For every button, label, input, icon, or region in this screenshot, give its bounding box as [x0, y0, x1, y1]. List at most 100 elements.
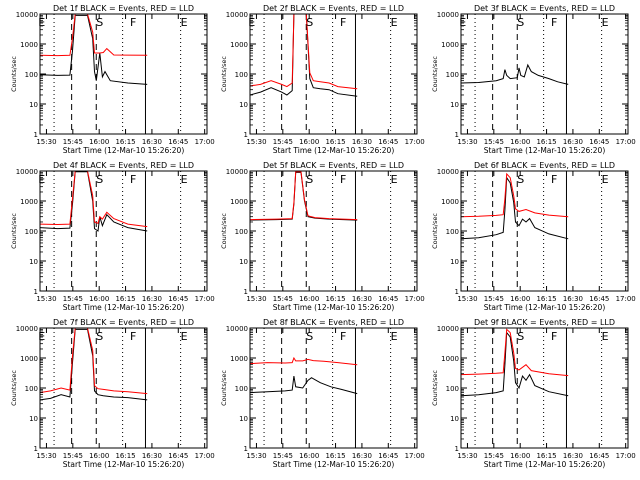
x-tick-label: 16:00 — [89, 138, 109, 146]
x-tick-label: 16:30 — [352, 138, 372, 146]
y-tick-label: 10000 — [16, 11, 38, 19]
x-tick-label: 15:30 — [36, 295, 56, 303]
x-tick-label: 17:00 — [616, 138, 636, 146]
y-tick-label: 10 — [450, 415, 459, 423]
y-axis-label: Counts/sec — [431, 213, 439, 249]
plot-frame — [460, 170, 629, 292]
x-tick-label: 16:15 — [325, 452, 345, 460]
lld-series-line — [40, 328, 148, 395]
y-tick-label: 10000 — [437, 11, 459, 19]
y-tick-label: 1000 — [441, 41, 459, 49]
x-tick-label: 15:45 — [273, 295, 293, 303]
panel-title: Det 8f BLACK = Events, RED = LLD — [263, 318, 404, 327]
lld-series-line — [250, 356, 358, 366]
panel-det-7: 1 10 100 1000 10000 15:30 15:45 16:00 16:15 16:30… — [10, 318, 215, 469]
events-series-line — [461, 63, 569, 85]
y-tick-label: 100 — [446, 228, 459, 236]
panel-title: Det 1f BLACK = Events, RED = LLD — [53, 4, 194, 13]
y-tick-label: 100 — [25, 71, 38, 79]
plot-frame — [39, 327, 208, 449]
interval-letter: F — [340, 173, 346, 186]
x-tick-label: 16:15 — [536, 138, 556, 146]
lld-series-line — [461, 328, 569, 377]
x-tick-label: 15:30 — [457, 138, 477, 146]
panel-title: Det 2f BLACK = Events, RED = LLD — [263, 4, 404, 13]
y-tick-label: 10000 — [16, 325, 38, 333]
x-tick-label: 15:30 — [246, 452, 266, 460]
x-tick-label: 16:45 — [168, 138, 188, 146]
y-tick-label: 10 — [29, 101, 38, 109]
interval-letter: F — [340, 330, 346, 343]
panel-title: Det 5f BLACK = Events, RED = LLD — [263, 161, 404, 170]
y-tick-label: 10 — [450, 258, 459, 266]
plot-frame — [39, 170, 208, 292]
plot-frame — [460, 13, 629, 135]
x-tick-label: 16:00 — [299, 295, 319, 303]
interval-letter: S — [517, 330, 524, 343]
interval-letter: E — [391, 330, 398, 343]
x-axis-label: Start Time (12-Mar-10 15:26:20) — [484, 460, 606, 469]
x-tick-label: 16:00 — [510, 295, 530, 303]
x-tick-label: 16:45 — [168, 295, 188, 303]
interval-letter: F — [551, 330, 557, 343]
panel-det-1: 1 10 100 1000 10000 15:30 15:45 16:00 16:15 16:30… — [10, 4, 215, 155]
x-tick-label: 15:45 — [484, 138, 504, 146]
panel-title: Det 7f BLACK = Events, RED = LLD — [53, 318, 194, 327]
y-tick-label: 1000 — [230, 355, 248, 363]
y-tick-label: 100 — [446, 385, 459, 393]
x-tick-label: 16:00 — [299, 452, 319, 460]
x-tick-label: 16:15 — [325, 295, 345, 303]
y-axis-label: Counts/sec — [10, 370, 18, 406]
x-tick-label: 15:30 — [246, 138, 266, 146]
x-tick-label: 16:15 — [536, 452, 556, 460]
x-tick-label: 15:45 — [484, 452, 504, 460]
y-tick-label: 10000 — [226, 11, 248, 19]
interval-letter: E — [38, 16, 45, 29]
y-tick-label: 10 — [450, 101, 459, 109]
y-tick-label: 100 — [235, 71, 248, 79]
y-tick-label: 1 — [34, 288, 38, 296]
x-tick-label: 16:45 — [168, 452, 188, 460]
y-tick-label: 1 — [455, 131, 459, 139]
y-tick-label: 10000 — [437, 168, 459, 176]
y-tick-label: 1000 — [230, 198, 248, 206]
plot-frame — [249, 170, 418, 292]
events-series-line — [40, 14, 148, 85]
panel-det-9: 1 10 100 1000 10000 15:30 15:45 16:00 16:15 16:30… — [431, 318, 636, 469]
y-tick-label: 100 — [25, 228, 38, 236]
x-tick-label: 16:00 — [510, 452, 530, 460]
panel-title: Det 4f BLACK = Events, RED = LLD — [53, 161, 194, 170]
plot-frame — [460, 327, 629, 449]
x-tick-label: 15:45 — [63, 452, 83, 460]
y-axis-label: Counts/sec — [220, 213, 228, 249]
lld-series-line — [250, 171, 358, 221]
x-tick-label: 16:45 — [589, 452, 609, 460]
x-tick-label: 17:00 — [405, 295, 425, 303]
panel-title: Det 9f BLACK = Events, RED = LLD — [474, 318, 615, 327]
y-tick-label: 10 — [239, 258, 248, 266]
x-tick-label: 16:30 — [563, 452, 583, 460]
y-axis-label: Counts/sec — [10, 56, 18, 92]
x-tick-label: 17:00 — [616, 452, 636, 460]
x-tick-label: 17:00 — [616, 295, 636, 303]
x-tick-label: 16:45 — [589, 295, 609, 303]
events-series-line — [250, 376, 358, 395]
x-tick-label: 16:00 — [89, 452, 109, 460]
y-tick-label: 10 — [29, 258, 38, 266]
lld-series-line — [40, 171, 148, 228]
y-axis-label: Counts/sec — [10, 213, 18, 249]
y-tick-label: 1000 — [20, 198, 38, 206]
interval-letter: F — [340, 16, 346, 29]
interval-letter: E — [181, 330, 188, 343]
x-tick-label: 15:30 — [246, 295, 266, 303]
x-tick-label: 16:30 — [352, 295, 372, 303]
panel-det-8: 1 10 100 1000 10000 15:30 15:45 16:00 16:15 16:30… — [220, 318, 425, 469]
x-axis-label: Start Time (12-Mar-10 15:26:20) — [273, 146, 395, 155]
x-tick-label: 17:00 — [405, 452, 425, 460]
x-tick-label: 15:30 — [457, 452, 477, 460]
x-tick-label: 15:45 — [63, 295, 83, 303]
interval-letter: E — [391, 173, 398, 186]
x-tick-label: 15:45 — [63, 138, 83, 146]
x-tick-label: 17:00 — [195, 138, 215, 146]
lld-series-line — [250, 14, 358, 90]
